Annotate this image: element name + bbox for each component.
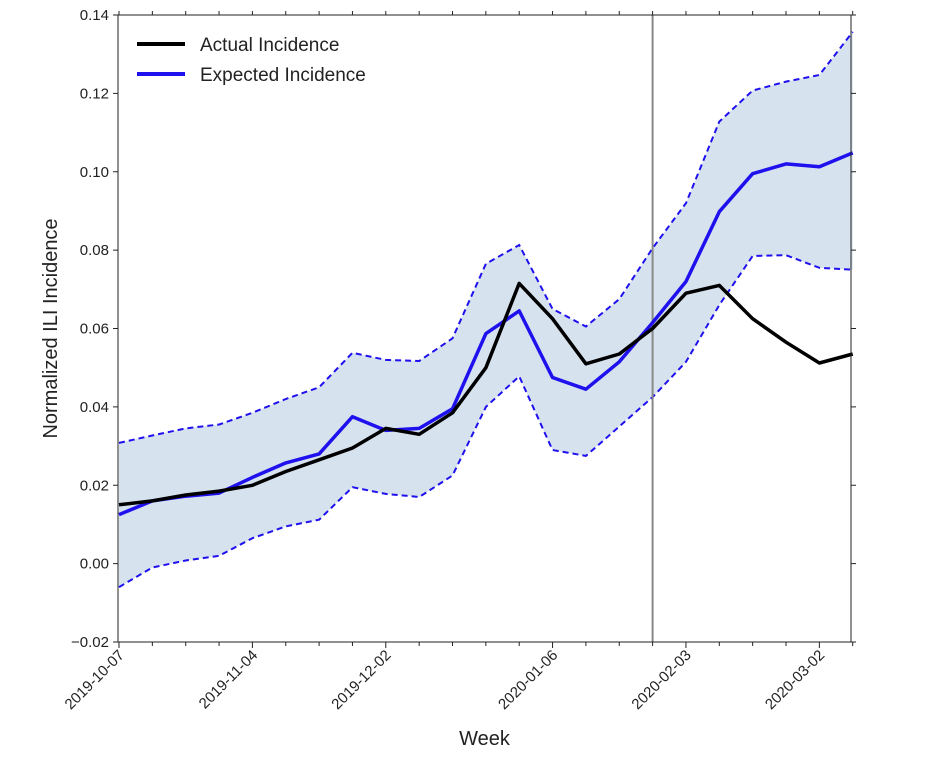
legend: Actual Incidence Expected Incidence xyxy=(137,35,366,86)
x-tick-label: 2019-10-07 xyxy=(62,647,128,713)
confidence-band-fill xyxy=(119,31,853,588)
lower-bound-line xyxy=(118,254,853,588)
actual-incidence-line xyxy=(118,281,854,507)
series-layer xyxy=(118,151,854,517)
y-tick-label: 0.02 xyxy=(80,477,109,494)
x-tick-label: 2019-12-02 xyxy=(328,647,394,713)
y-tick-label: 0.10 xyxy=(80,164,109,181)
y-tick-label: 0.14 xyxy=(80,7,109,24)
y-tick-label: 0.08 xyxy=(80,242,109,259)
y-tick-label: 0.00 xyxy=(80,556,109,573)
x-tick-label: 2019-11-04 xyxy=(196,647,261,712)
y-tick-label: 0.04 xyxy=(80,399,109,416)
x-tick-label: 2020-03-02 xyxy=(762,647,828,713)
y-tick-label: 0.12 xyxy=(80,85,109,102)
y-tick-label: −0.02 xyxy=(71,634,109,651)
expected-incidence-line xyxy=(118,151,854,517)
upper-bound-line xyxy=(118,31,854,444)
y-axis-title: Normalized ILI Incidence xyxy=(40,218,62,438)
y-tick-label: 0.06 xyxy=(80,321,109,338)
confidence-band-layer xyxy=(118,31,854,588)
x-axis-title: Week xyxy=(459,728,511,750)
legend-label-expected: Expected Incidence xyxy=(200,65,366,86)
x-tick-label: 2020-02-03 xyxy=(628,647,694,713)
x-tick-label: 2020-01-06 xyxy=(495,647,561,713)
legend-label-actual: Actual Incidence xyxy=(200,35,339,56)
